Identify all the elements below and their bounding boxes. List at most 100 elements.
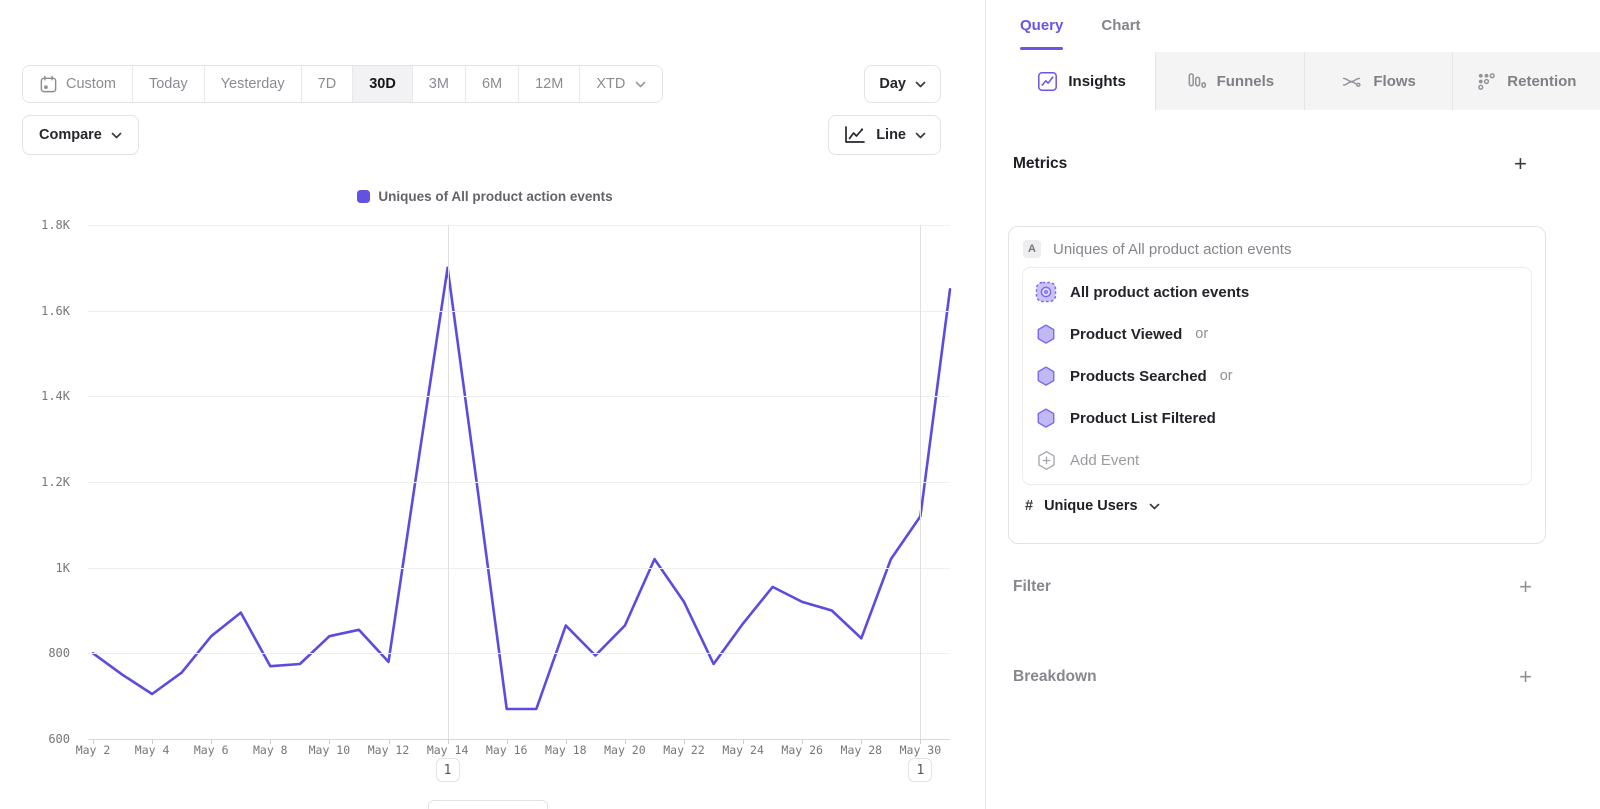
line-chart-icon — [843, 125, 867, 145]
x-axis-label: May 14 — [426, 743, 469, 757]
x-axis-tick — [506, 739, 508, 744]
y-axis-label: 800 — [48, 646, 70, 661]
x-axis-tick — [152, 739, 154, 744]
range-label: Custom — [66, 76, 116, 92]
x-axis-tick — [802, 739, 804, 744]
gridline — [88, 482, 950, 483]
funnels-icon — [1186, 71, 1207, 92]
x-axis-tick — [743, 739, 745, 744]
tab-chart[interactable]: Chart — [1101, 0, 1140, 51]
event-name: Product Viewed — [1070, 325, 1183, 343]
y-axis-label: 1.4K — [41, 389, 70, 404]
tab-label: Insights — [1068, 72, 1126, 90]
range-custom[interactable]: Custom — [23, 66, 133, 102]
range-label: 3M — [428, 76, 449, 92]
event-row[interactable]: Products Searched or — [1023, 355, 1531, 397]
tab-label: Funnels — [1216, 72, 1275, 90]
gridline — [88, 739, 950, 740]
custom-event-icon — [1035, 281, 1057, 303]
tab-funnels[interactable]: Funnels — [1155, 52, 1304, 110]
metric-card-header: A Uniques of All product action events — [1009, 227, 1545, 267]
range-label: 30D — [369, 76, 396, 92]
event-name: Product List Filtered — [1070, 409, 1216, 427]
panel-nav: Query Chart — [1020, 0, 1141, 51]
compare-label: Compare — [39, 127, 102, 143]
legend-label: Uniques of All product action events — [378, 189, 613, 204]
range-30d[interactable]: 30D — [353, 66, 413, 102]
event-operator: or — [1219, 368, 1233, 384]
aggregation-label: Unique Users — [1044, 498, 1138, 514]
x-axis-tick — [684, 739, 685, 744]
tab-insights[interactable]: Insights — [1008, 52, 1156, 110]
x-axis-label: May 26 — [781, 743, 823, 757]
y-axis-label: 1.2K — [41, 475, 70, 489]
x-axis-label: May 10 — [308, 743, 351, 757]
x-axis-tick — [447, 739, 449, 744]
range-3m[interactable]: 3M — [412, 66, 466, 102]
range-label: 7D — [317, 76, 337, 92]
x-axis-label: May 30 — [899, 743, 942, 757]
tab-retention[interactable]: Retention — [1451, 52, 1600, 110]
gridline — [88, 567, 950, 569]
gridline — [88, 225, 950, 226]
x-axis-label: May 22 — [663, 743, 705, 757]
y-axis-label: 1.6K — [41, 303, 70, 318]
range-label: XTD — [596, 76, 626, 92]
y-axis-label: 1K — [55, 560, 70, 575]
x-axis-label: May 6 — [193, 743, 229, 757]
range-7d[interactable]: 7D — [301, 66, 354, 102]
granularity-label: Day — [879, 76, 906, 92]
range-yesterday[interactable]: Yesterday — [204, 66, 302, 102]
x-axis-label: May 16 — [485, 743, 528, 757]
event-row[interactable]: Product List Filtered — [1023, 397, 1531, 439]
x-axis-label: May 8 — [252, 743, 288, 757]
add-event-button[interactable]: Add Event — [1023, 439, 1531, 481]
event-row[interactable]: Product Viewed or — [1023, 313, 1531, 355]
filter-label: Filter — [1013, 578, 1051, 595]
add-breakdown-button[interactable]: + — [1519, 664, 1532, 689]
add-filter-button[interactable]: + — [1519, 574, 1532, 599]
x-axis-tick — [329, 739, 331, 744]
tab-query-label: Query — [1020, 17, 1064, 34]
x-axis-label: May 4 — [134, 743, 170, 757]
x-axis-tick — [270, 739, 272, 744]
granularity-button[interactable]: Day — [864, 65, 941, 103]
tab-label: Retention — [1507, 72, 1577, 90]
compare-button[interactable]: Compare — [22, 115, 139, 155]
tab-query[interactable]: Query — [1020, 0, 1064, 51]
annotation-badge[interactable]: 1 — [908, 758, 933, 782]
event-hexagon-icon — [1035, 323, 1057, 345]
aggregation-selector[interactable]: # Unique Users — [1009, 485, 1545, 514]
breakdown-section: Breakdown + — [1013, 666, 1532, 688]
chart-type-button[interactable]: Line — [828, 115, 941, 155]
gridline — [88, 396, 950, 398]
x-axis-tick — [565, 739, 567, 744]
range-12m[interactable]: 12M — [519, 66, 581, 102]
event-name: Products Searched — [1070, 367, 1207, 385]
range-6m[interactable]: 6M — [465, 66, 520, 102]
flows-icon — [1340, 71, 1363, 92]
annotation-line — [447, 225, 449, 739]
range-today[interactable]: Today — [132, 66, 205, 102]
event-hexagon-icon — [1035, 407, 1057, 429]
chart-legend: Uniques of All product action events — [0, 189, 970, 204]
x-axis-tick — [861, 739, 863, 744]
x-axis-label: May 12 — [367, 743, 410, 757]
legend-swatch — [357, 190, 371, 203]
breakdown-label: Breakdown — [1013, 668, 1097, 685]
event-row[interactable]: All product action events — [1023, 271, 1531, 313]
x-axis-tick — [93, 739, 94, 744]
add-metric-button[interactable]: + — [1514, 151, 1527, 176]
range-label: Today — [148, 76, 188, 92]
chart-type-label: Line — [876, 127, 906, 143]
x-axis-label: May 2 — [75, 743, 111, 757]
x-axis-label: May 20 — [604, 743, 646, 757]
series-svg — [91, 266, 952, 711]
panel-divider — [985, 0, 986, 809]
range-xtd[interactable]: XTD — [580, 66, 663, 102]
series-line[interactable] — [91, 266, 952, 711]
annotation-badge[interactable]: 1 — [435, 758, 460, 782]
tab-flows[interactable]: Flows — [1303, 52, 1452, 110]
hash-icon: # — [1025, 498, 1034, 514]
y-axis-label: 1.8K — [41, 218, 70, 232]
